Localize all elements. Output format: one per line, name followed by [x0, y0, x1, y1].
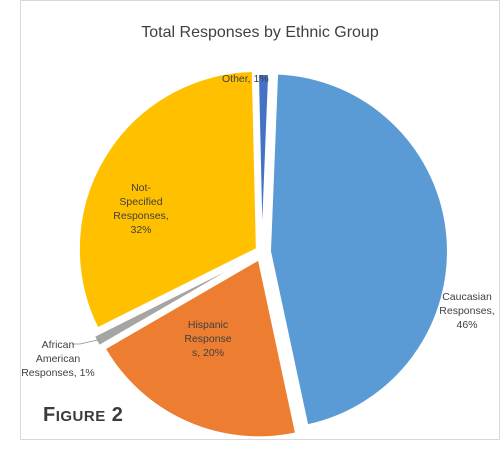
slice-label-line: 46%	[456, 319, 477, 331]
slice-label-line: Not-	[131, 182, 151, 194]
figure-label-rest: IGURE	[55, 408, 106, 425]
slice-label-line: Hispanic	[188, 319, 228, 331]
pie-slice-hispanic	[103, 257, 298, 439]
slice-label-line: Other, 1%	[222, 73, 269, 85]
slice-label-other: Other, 1%	[222, 73, 269, 85]
pie-slices	[77, 69, 449, 439]
slice-label-line: American	[36, 353, 81, 365]
slice-label-line: Caucasian	[442, 291, 492, 303]
leader-line-african-american	[72, 339, 100, 345]
figure-label-number: 2	[105, 404, 124, 426]
pie-slice-other	[256, 73, 271, 253]
figure-label-initial: F	[43, 404, 56, 426]
slice-label-line: s, 20%	[192, 347, 224, 359]
slice-label-line: Responses, 1%	[21, 367, 95, 379]
slice-label-caucasian: Caucasian Responses, 46%	[439, 291, 494, 331]
figure-label: FIGURE 2	[43, 404, 123, 427]
slice-label-line: 32%	[130, 224, 151, 236]
slice-label-line: Specified	[119, 196, 162, 208]
slice-labels: Caucasian Responses, 46%Hispanic Response s,…	[21, 73, 495, 379]
chart-title: Total Responses by Ethnic Group	[141, 24, 379, 41]
pie-slice-not-specified	[77, 69, 258, 330]
slice-label-line: African	[42, 339, 75, 351]
slice-label-hispanic: Hispanic Response s, 20%	[184, 319, 231, 359]
slice-label-line: Response	[184, 333, 231, 345]
slice-label-line: Responses,	[439, 305, 494, 317]
pie-slice-caucasian	[268, 72, 449, 427]
leader-lines	[72, 339, 100, 345]
slice-label-african-american: African American Responses, 1%	[21, 339, 95, 379]
slice-label-not-specified: Not- Specified Responses, 32%	[113, 182, 168, 236]
slice-label-line: Responses,	[113, 210, 168, 222]
pie-slice-african-american	[92, 255, 254, 348]
